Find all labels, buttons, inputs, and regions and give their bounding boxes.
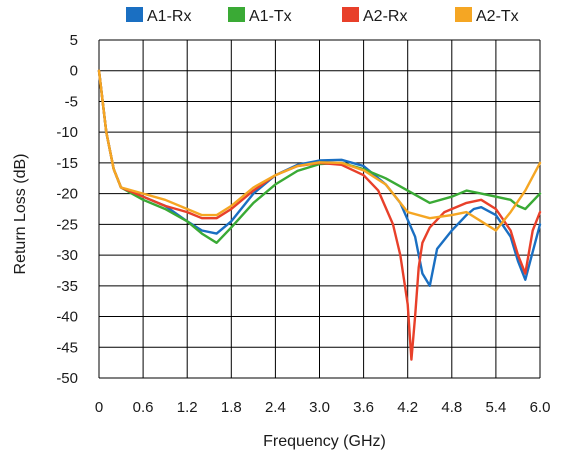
x-tick-label: 2.4 xyxy=(265,399,286,416)
x-tick-label: 6.0 xyxy=(530,399,551,416)
x-tick-label: 4.2 xyxy=(397,399,418,416)
x-axis-label: Frequency (GHz) xyxy=(263,433,386,450)
series-lines xyxy=(97,69,542,361)
y-tick-label: -5 xyxy=(65,93,78,110)
x-tick-label: 1.8 xyxy=(221,399,242,416)
y-tick-label: 0 xyxy=(70,63,78,80)
y-tick-label: -10 xyxy=(56,124,78,141)
legend-swatch-a1-rx xyxy=(126,7,143,22)
y-tick-labels: 5 0 -5 -10 -15 -20 -25 -30 -35 -40 -45 -50 xyxy=(56,32,78,387)
y-tick-label: -50 xyxy=(56,370,78,387)
x-tick-label: 1.2 xyxy=(177,399,198,416)
series-line-a2-tx xyxy=(97,69,542,232)
legend-swatch-a1-tx xyxy=(228,7,245,22)
x-tick-label: 0.6 xyxy=(133,399,154,416)
x-tick-label: 3.6 xyxy=(353,399,374,416)
x-tick-label: 4.8 xyxy=(441,399,462,416)
legend-label-a2-tx: A2-Tx xyxy=(476,8,519,25)
y-tick-label: -20 xyxy=(56,186,78,203)
y-tick-label: -30 xyxy=(56,247,78,264)
y-tick-label: -35 xyxy=(56,278,78,295)
legend-label-a2-rx: A2-Rx xyxy=(363,8,407,25)
legend: A1-Rx A1-Tx A2-Rx A2-Tx xyxy=(126,7,519,25)
x-tick-label: 3.0 xyxy=(309,399,330,416)
y-tick-label: -40 xyxy=(56,309,78,326)
legend-swatch-a2-rx xyxy=(342,7,359,22)
y-axis-label: Return Loss (dB) xyxy=(12,154,29,275)
y-tick-label: -15 xyxy=(56,155,78,172)
legend-swatch-a2-tx xyxy=(455,7,472,22)
legend-label-a1-tx: A1-Tx xyxy=(249,8,292,25)
x-tick-label: 5.4 xyxy=(485,399,506,416)
y-tick-label: -25 xyxy=(56,216,78,233)
series-line-a2-rx xyxy=(97,69,542,361)
x-tick-labels: 0 0.6 1.2 1.8 2.4 3.0 3.6 4.2 4.8 5.4 6.0 xyxy=(95,399,551,416)
x-tick-label: 0 xyxy=(95,399,103,416)
y-tick-label: -45 xyxy=(56,339,78,356)
y-tick-label: 5 xyxy=(70,32,78,49)
legend-label-a1-rx: A1-Rx xyxy=(147,8,191,25)
grid xyxy=(98,39,541,379)
